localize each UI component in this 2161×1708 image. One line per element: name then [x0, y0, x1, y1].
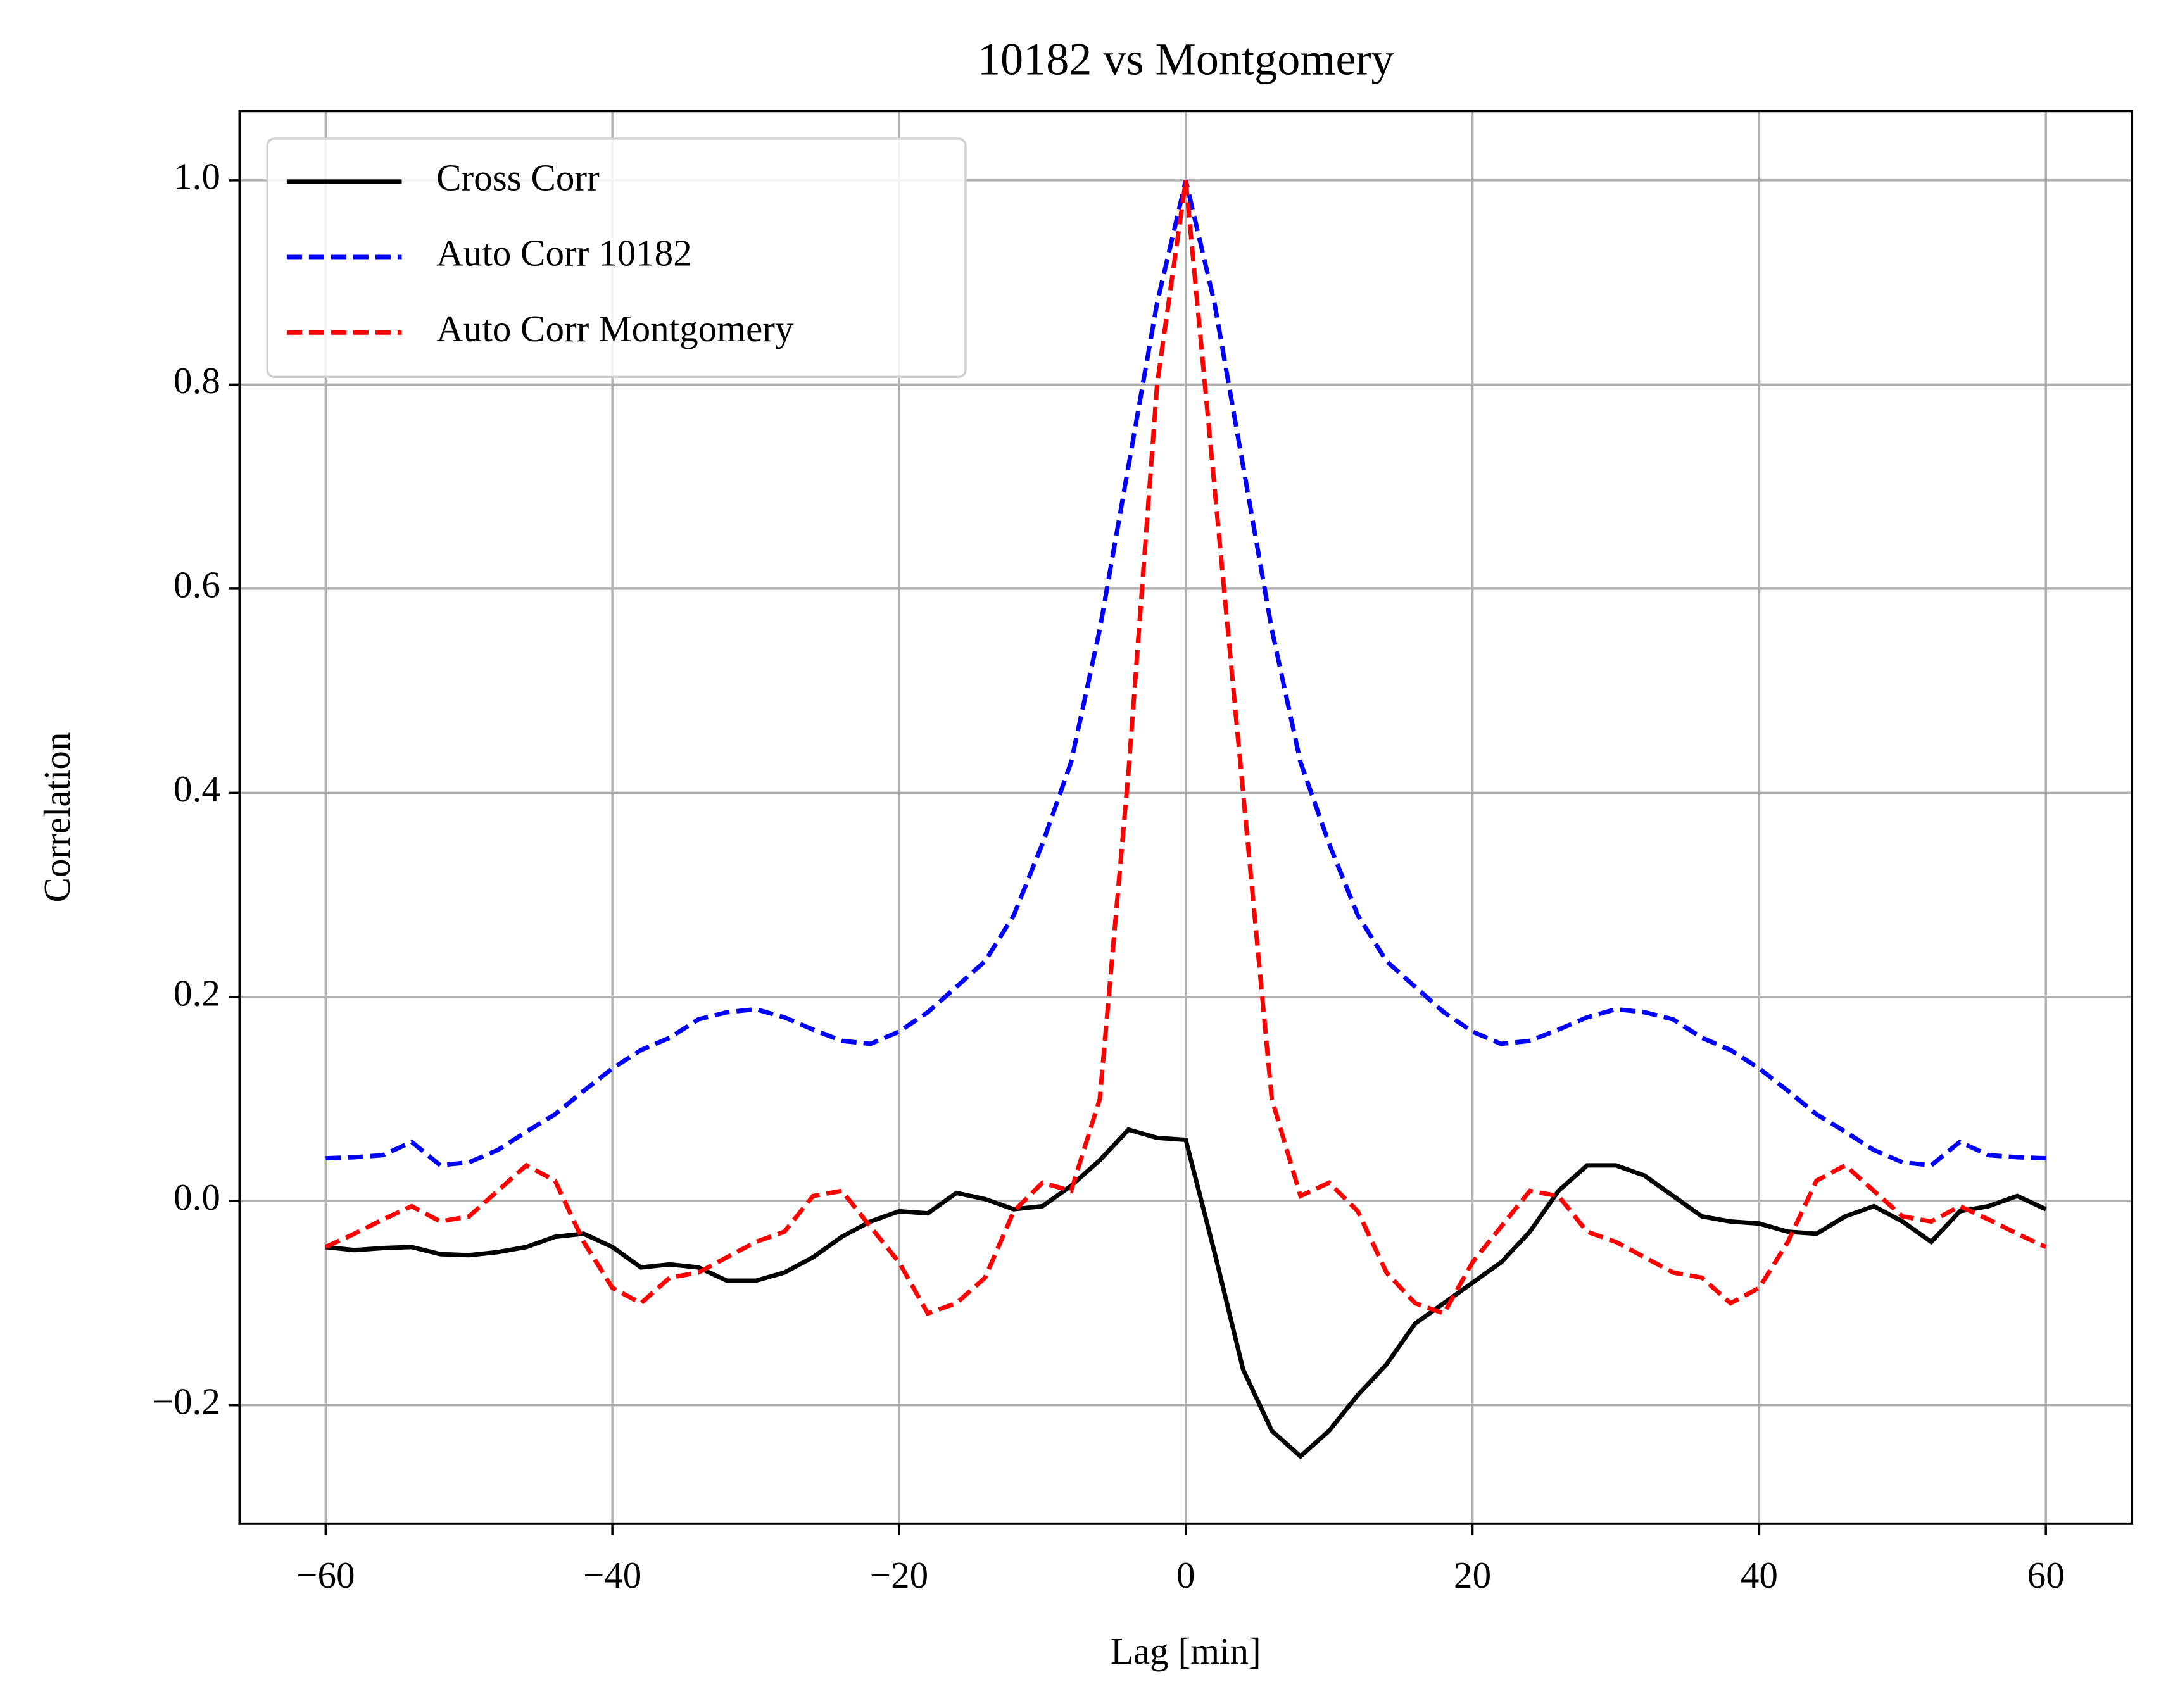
- y-tick-label: −0.2: [153, 1380, 220, 1422]
- y-tick-label: 0.2: [173, 972, 220, 1014]
- y-tick-label: 0.4: [173, 768, 220, 810]
- legend-label: Auto Corr Montgomery: [436, 308, 794, 349]
- series-line: [325, 1127, 2047, 1460]
- x-tick-label: −20: [870, 1554, 928, 1596]
- y-tick-label: 0.8: [173, 360, 220, 401]
- x-tick-label: 40: [1741, 1554, 1778, 1596]
- x-tick-label: 0: [1176, 1554, 1195, 1596]
- x-tick-label: −40: [583, 1554, 641, 1596]
- y-tick-label: 0.0: [173, 1176, 220, 1218]
- x-tick-label: −60: [296, 1554, 355, 1596]
- x-axis-label: Lag [min]: [1111, 1630, 1261, 1672]
- y-tick-label: 0.6: [173, 563, 220, 605]
- y-axis-label: Correlation: [36, 732, 78, 903]
- y-tick-label: 1.0: [173, 155, 220, 197]
- series-line: [324, 180, 2047, 1316]
- chart-title: 10182 vs Montgomery: [978, 34, 1394, 84]
- legend-label: Auto Corr 10182: [436, 232, 692, 274]
- legend-box: [266, 137, 967, 379]
- x-tick-label: 60: [2027, 1554, 2065, 1596]
- plot-frame: [238, 110, 2134, 1525]
- legend-label: Cross Corr: [436, 156, 600, 198]
- x-tick-label: 20: [1454, 1554, 1491, 1596]
